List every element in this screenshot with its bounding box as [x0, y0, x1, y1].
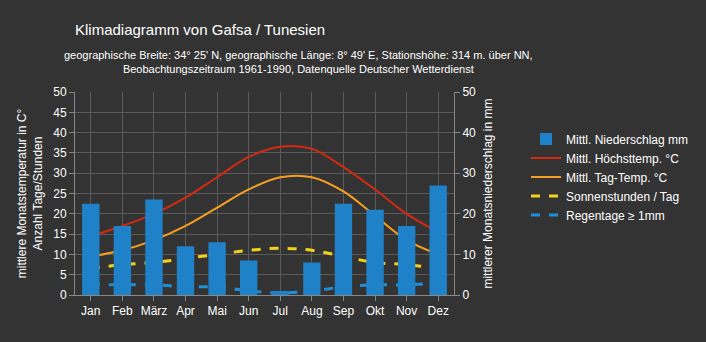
svg-text:Mittl. Tag-Temp. °C: Mittl. Tag-Temp. °C: [566, 171, 668, 185]
svg-text:15: 15: [53, 227, 67, 241]
svg-text:40: 40: [53, 126, 67, 140]
svg-text:geographische Breite: 34° 25': geographische Breite: 34° 25' N, geograp…: [64, 49, 533, 75]
svg-text:30: 30: [53, 166, 67, 180]
svg-text:Jan: Jan: [81, 304, 100, 318]
svg-text:0: 0: [60, 288, 67, 302]
svg-text:20: 20: [462, 207, 476, 221]
svg-text:35: 35: [53, 146, 67, 160]
svg-text:10: 10: [53, 248, 67, 262]
svg-text:45: 45: [53, 106, 67, 120]
svg-text:40: 40: [462, 126, 476, 140]
svg-text:Sep: Sep: [333, 304, 355, 318]
svg-text:März: März: [141, 304, 168, 318]
svg-text:Mittl. Niederschlag mm: Mittl. Niederschlag mm: [566, 133, 688, 147]
svg-text:Mittl. Höchsttemp. °C: Mittl. Höchsttemp. °C: [566, 152, 679, 166]
svg-text:Apr: Apr: [176, 304, 195, 318]
svg-text:Sonnenstunden / Tag: Sonnenstunden / Tag: [566, 190, 679, 204]
svg-text:Aug: Aug: [301, 304, 322, 318]
svg-text:Nov: Nov: [396, 304, 417, 318]
svg-text:Feb: Feb: [112, 304, 133, 318]
svg-text:Jun: Jun: [239, 304, 258, 318]
svg-text:Klimadiagramm von Gafsa / Tune: Klimadiagramm von Gafsa / Tunesien: [75, 21, 325, 38]
svg-text:Okt: Okt: [366, 304, 385, 318]
svg-text:0: 0: [462, 288, 469, 302]
svg-text:50: 50: [462, 85, 476, 99]
svg-text:Regentage ≥ 1mm: Regentage ≥ 1mm: [566, 209, 665, 223]
svg-text:30: 30: [462, 166, 476, 180]
svg-text:mittlere Monatstemperatur in C: mittlere Monatstemperatur in C°Anzahl Ta…: [15, 109, 45, 279]
svg-text:25: 25: [53, 187, 67, 201]
svg-text:10: 10: [462, 248, 476, 262]
svg-text:20: 20: [53, 207, 67, 221]
svg-text:Jul: Jul: [273, 304, 288, 318]
svg-text:Dez: Dez: [428, 304, 449, 318]
svg-text:5: 5: [60, 268, 67, 282]
svg-text:Mai: Mai: [207, 304, 226, 318]
svg-text:mittlerer Monatsniederschlag i: mittlerer Monatsniederschlag in mm: [481, 98, 495, 288]
svg-text:50: 50: [53, 85, 67, 99]
